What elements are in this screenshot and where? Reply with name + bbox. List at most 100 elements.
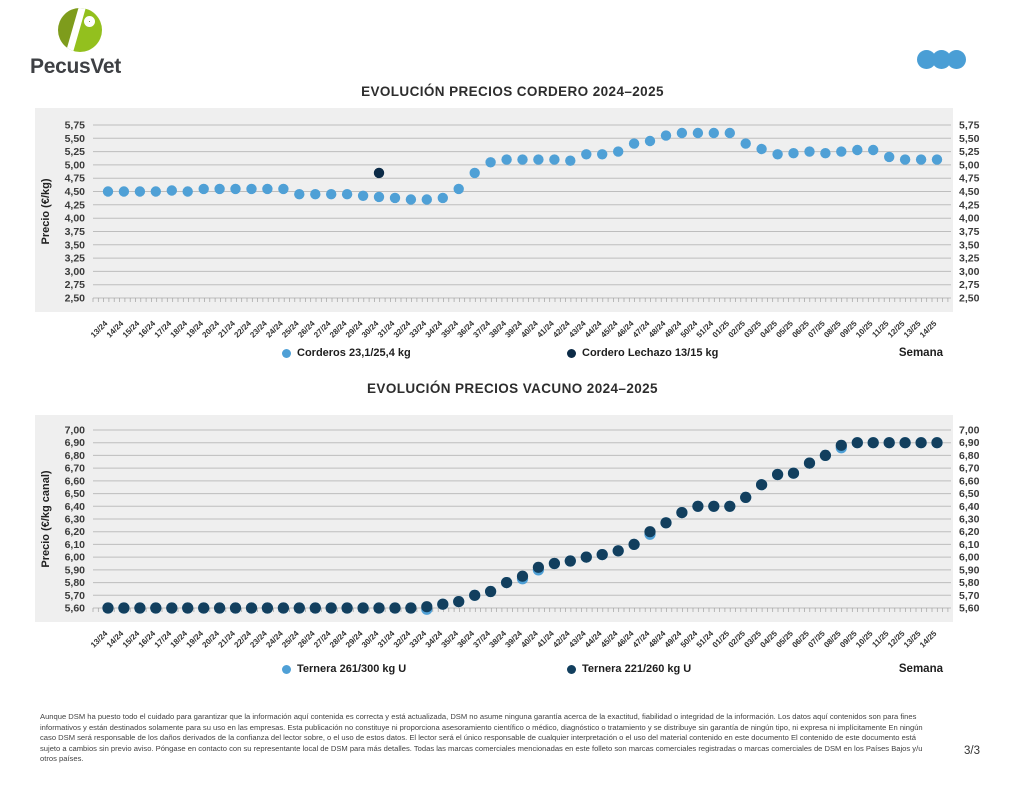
x-tick-label: 05/25 <box>774 319 795 340</box>
x-tick-label: 44/24 <box>583 319 604 340</box>
y-tick-label: 6,40 <box>65 501 86 513</box>
legend-item: Cordero Lechazo 13/15 kg <box>567 347 718 359</box>
data-point <box>357 190 369 201</box>
x-tick-label: 14/25 <box>918 319 939 340</box>
data-point <box>724 127 735 139</box>
data-point <box>389 192 401 204</box>
vacuno-legend: Ternera 261/300 kg U Ternera 221/260 kg … <box>35 663 990 681</box>
y-axis-title: Precio (€/kg) <box>40 178 52 244</box>
y-tick-label: 5,50 <box>65 133 86 145</box>
legend-dot-icon <box>567 664 576 674</box>
data-point <box>214 183 225 195</box>
data-point <box>262 183 273 195</box>
data-point <box>931 154 943 165</box>
chart-title-vacuno: EVOLUCIÓN PRECIOS VACUNO 2024–2025 <box>367 381 658 396</box>
x-tick-label: 47/24 <box>631 629 652 650</box>
data-point <box>836 146 847 157</box>
data-point <box>134 602 146 614</box>
data-point <box>118 602 130 614</box>
y-tick-label: 3,75 <box>65 226 86 238</box>
data-point <box>134 186 146 197</box>
y-tick-label: 5,00 <box>65 159 86 171</box>
data-point <box>628 538 640 550</box>
data-point <box>596 549 608 561</box>
y-tick-label: 4,00 <box>65 213 86 225</box>
data-point <box>214 602 226 614</box>
y-tick-label: 3,75 <box>959 226 980 238</box>
data-point <box>437 598 449 610</box>
y-tick-label: 2,50 <box>65 293 86 305</box>
y-tick-label: 4,50 <box>959 186 980 198</box>
data-point <box>310 189 321 200</box>
data-point <box>102 602 114 614</box>
logo-p-bowl-icon <box>84 16 95 27</box>
x-tick-label: 33/24 <box>408 629 429 650</box>
y-tick-label: 7,00 <box>959 425 980 437</box>
y-tick-label: 2,75 <box>65 279 86 291</box>
y-tick-label: 3,50 <box>65 239 86 251</box>
y-tick-label: 5,90 <box>959 564 980 576</box>
x-tick-label: 14/24 <box>105 629 126 650</box>
x-tick-label: 05/25 <box>774 629 795 650</box>
data-point <box>676 507 688 519</box>
x-tick-label: 08/25 <box>822 629 843 650</box>
x-tick-label: 35/24 <box>440 319 461 340</box>
y-tick-label: 6,80 <box>65 450 86 462</box>
data-point <box>852 144 863 156</box>
y-tick-label: 5,75 <box>65 120 86 132</box>
data-point <box>628 138 640 149</box>
data-point <box>787 467 800 479</box>
data-point <box>341 189 353 200</box>
data-point <box>421 601 433 613</box>
data-point <box>819 449 832 461</box>
data-point <box>915 437 927 449</box>
data-point <box>118 186 130 197</box>
data-point <box>469 589 481 601</box>
y-tick-label: 5,00 <box>959 159 980 171</box>
plot-background <box>35 108 953 312</box>
y-tick-label: 7,00 <box>65 425 86 437</box>
data-point <box>469 167 480 179</box>
data-point <box>756 479 768 491</box>
data-point <box>532 561 544 573</box>
data-point <box>373 602 385 614</box>
x-tick-label: 35/24 <box>440 629 461 650</box>
data-point <box>597 149 608 160</box>
data-point <box>230 183 241 195</box>
y-tick-label: 4,75 <box>65 173 86 185</box>
y-tick-label: 5,60 <box>959 603 980 615</box>
y-tick-label: 6,50 <box>65 488 86 500</box>
y-tick-label: 5,25 <box>65 146 86 158</box>
y-tick-label: 5,70 <box>65 590 86 602</box>
x-tick-label: 03/25 <box>742 629 763 650</box>
x-tick-label: 47/24 <box>631 319 652 340</box>
data-point <box>867 437 879 449</box>
dot-icon <box>932 50 951 69</box>
y-tick-label: 6,60 <box>65 475 86 487</box>
data-point <box>501 577 513 589</box>
data-point <box>804 146 815 157</box>
x-tick-label: 44/24 <box>583 629 604 650</box>
legend-item: Corderos 23,1/25,4 kg <box>282 347 411 359</box>
dot-icon <box>917 50 936 69</box>
data-point <box>851 437 863 449</box>
x-tick-label: 18/24 <box>169 319 190 340</box>
y-tick-label: 4,25 <box>959 199 980 211</box>
y-tick-label: 3,00 <box>959 266 980 278</box>
x-tick-label: 12/25 <box>886 319 907 340</box>
x-tick-label: 25/24 <box>280 629 301 650</box>
x-tick-label: 14/25 <box>918 629 939 650</box>
x-tick-label: 21/24 <box>216 319 237 340</box>
y-tick-label: 2,50 <box>959 293 980 305</box>
x-axis-title: Semana <box>898 347 943 359</box>
data-point <box>278 183 289 195</box>
data-point <box>485 585 497 598</box>
x-tick-label: 37/24 <box>471 629 492 650</box>
x-tick-label: 10/25 <box>854 629 875 650</box>
y-tick-label: 6,30 <box>65 514 86 526</box>
data-point <box>899 437 911 449</box>
data-point <box>485 157 496 168</box>
data-point <box>261 602 273 614</box>
x-tick-label: 49/24 <box>663 629 684 650</box>
data-point <box>708 500 720 512</box>
